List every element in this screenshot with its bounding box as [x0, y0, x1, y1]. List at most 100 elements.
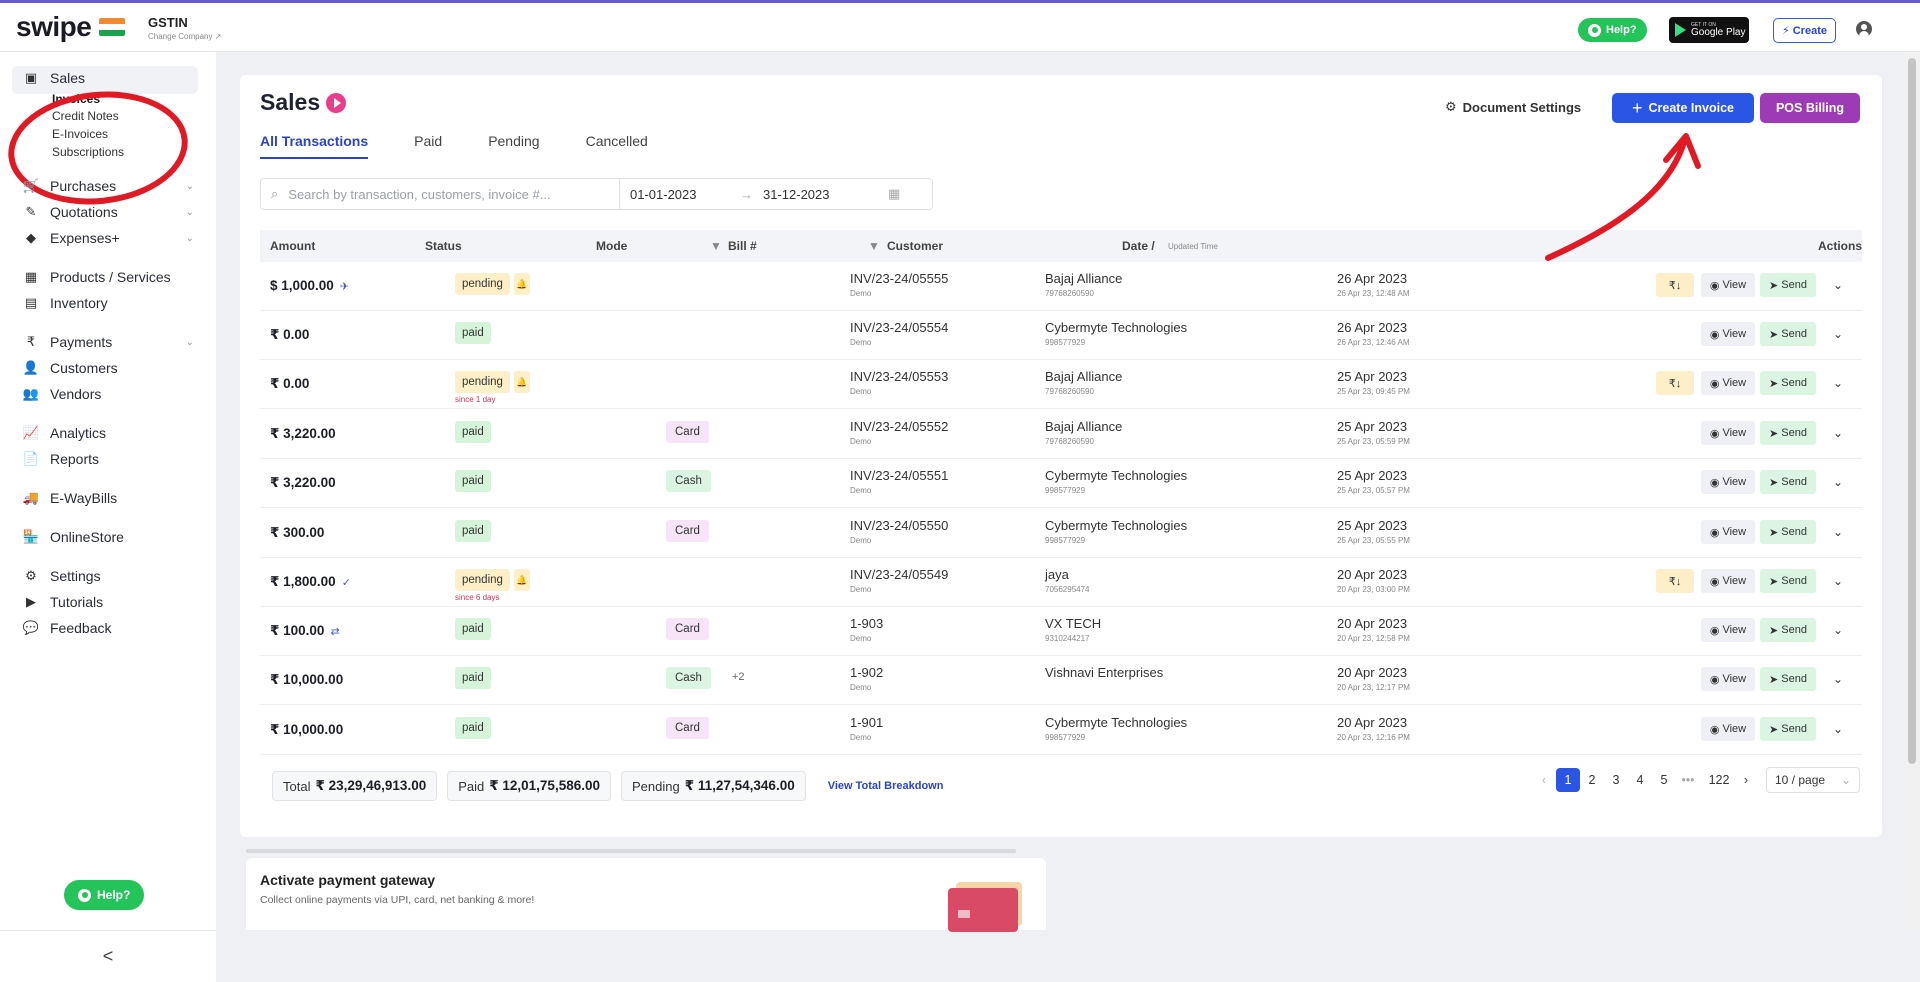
mode-filter-icon[interactable]: ▼: [710, 239, 722, 253]
date-to[interactable]: 31-12-2023: [763, 186, 830, 202]
sidebar-item-quotations[interactable]: ✎ Quotations ⌄: [24, 204, 194, 220]
page-size-select[interactable]: 10 / page ⌄: [1766, 767, 1860, 793]
send-button[interactable]: ➤ Send: [1760, 717, 1816, 741]
row-more-chevron-icon[interactable]: ⌄: [1832, 278, 1844, 292]
page-3[interactable]: 3: [1612, 773, 1620, 787]
send-button[interactable]: ➤ Send: [1760, 618, 1816, 642]
view-button[interactable]: ◉ View: [1701, 717, 1755, 741]
create-invoice-button[interactable]: + Create Invoice: [1612, 93, 1754, 123]
search-input[interactable]: [288, 186, 589, 202]
sidebar-item-analytics[interactable]: 📈 Analytics: [23, 425, 194, 441]
row-more-chevron-icon[interactable]: ⌄: [1832, 623, 1844, 637]
sidebar-item-sales[interactable]: ▣ Sales: [24, 70, 194, 86]
send-button[interactable]: ➤ Send: [1760, 273, 1816, 297]
bill-number[interactable]: 1-903 Demo: [850, 616, 883, 643]
sidebar-item-onlinestore[interactable]: 🏪 OnlineStore: [23, 529, 194, 545]
customer[interactable]: Cybermyte Technologies 998577929: [1045, 468, 1187, 495]
tab-pending[interactable]: Pending: [488, 133, 540, 149]
sidebar-item-payments[interactable]: ₹ Payments ⌄: [24, 334, 194, 350]
page-1[interactable]: 1: [1556, 768, 1580, 792]
tab-cancelled[interactable]: Cancelled: [585, 133, 648, 149]
help-button[interactable]: Help?: [1578, 18, 1647, 42]
view-total-breakdown-link[interactable]: View Total Breakdown: [827, 780, 944, 792]
bill-number[interactable]: INV/23-24/05553 Demo: [850, 369, 948, 396]
sidebar-item-settings[interactable]: ⚙ Settings: [24, 568, 194, 584]
row-more-chevron-icon[interactable]: ⌄: [1832, 722, 1844, 736]
create-button[interactable]: ⚡ Create: [1773, 18, 1836, 43]
customer[interactable]: Vishnavi Enterprises: [1045, 665, 1163, 683]
send-button[interactable]: ➤ Send: [1760, 322, 1816, 346]
col-amount[interactable]: Amount: [270, 239, 316, 253]
sidebar-item-feedback[interactable]: 💬 Feedback: [23, 620, 194, 636]
send-button[interactable]: ➤ Send: [1760, 421, 1816, 445]
bill-number[interactable]: 1-902 Demo: [850, 665, 883, 692]
page-2[interactable]: 2: [1588, 773, 1596, 787]
row-more-chevron-icon[interactable]: ⌄: [1832, 327, 1844, 341]
col-status[interactable]: Status: [425, 239, 462, 253]
col-bill[interactable]: Bill #: [728, 239, 757, 253]
col-date[interactable]: Date /: [1122, 239, 1155, 253]
collapse-sidebar-button[interactable]: <: [0, 930, 216, 982]
bill-number[interactable]: INV/23-24/05550 Demo: [850, 518, 948, 545]
page-5[interactable]: 5: [1660, 773, 1668, 787]
view-button[interactable]: ◉ View: [1701, 618, 1755, 642]
row-more-chevron-icon[interactable]: ⌄: [1832, 426, 1844, 440]
play-video-icon[interactable]: [326, 92, 347, 113]
row-more-chevron-icon[interactable]: ⌄: [1832, 376, 1844, 390]
reminder-bell-icon[interactable]: 🔔: [514, 569, 530, 591]
sidebar-item-reports[interactable]: 📄 Reports: [23, 451, 194, 467]
document-settings-button[interactable]: ⚙ Document Settings: [1445, 99, 1581, 115]
bill-number[interactable]: 1-901 Demo: [850, 715, 883, 742]
row-more-chevron-icon[interactable]: ⌄: [1832, 672, 1844, 686]
reminder-bell-icon[interactable]: 🔔: [514, 273, 530, 295]
customer[interactable]: VX TECH 9310244217: [1045, 616, 1101, 643]
bill-filter-icon[interactable]: ▼: [868, 239, 880, 253]
table-row[interactable]: ₹ 0.00 pending 🔔 since 1 day INV/23-24/05553…: [260, 360, 1862, 409]
tab-all-transactions[interactable]: All Transactions: [260, 133, 369, 159]
page-4[interactable]: 4: [1636, 773, 1644, 787]
prev-page-button[interactable]: ‹: [1541, 773, 1547, 787]
reminder-bell-icon[interactable]: 🔔: [514, 371, 530, 393]
sidebar-item-products[interactable]: ▦ Products / Services: [24, 269, 194, 285]
swipe-logo[interactable]: swipe: [16, 11, 126, 43]
send-button[interactable]: ➤ Send: [1760, 569, 1816, 593]
bill-number[interactable]: INV/23-24/05549 Demo: [850, 567, 948, 594]
send-button[interactable]: ➤ Send: [1760, 371, 1816, 395]
sidebar-sub-subscriptions[interactable]: Subscriptions: [52, 145, 125, 159]
sidebar-item-vendors[interactable]: 👥 Vendors: [23, 386, 194, 402]
customer[interactable]: Cybermyte Technologies 998577929: [1045, 320, 1187, 347]
page-ellipsis[interactable]: •••: [1681, 773, 1695, 787]
bill-number[interactable]: INV/23-24/05552 Demo: [850, 419, 948, 446]
view-button[interactable]: ◉ View: [1701, 569, 1755, 593]
table-row[interactable]: ₹ 3,220.00 paid Cash INV/23-24/05551 Demo Cyb…: [260, 459, 1862, 508]
table-row[interactable]: ₹ 10,000.00 paid Cash +2 1-902 Demo Vishnavi E…: [260, 656, 1862, 705]
scrollbar-thumb[interactable]: [1908, 58, 1916, 764]
page-scrollbar[interactable]: [1904, 52, 1920, 930]
send-button[interactable]: ➤ Send: [1760, 520, 1816, 544]
sidebar-help-button[interactable]: Help?: [64, 880, 145, 910]
table-row[interactable]: $ 1,000.00 ✈ pending 🔔 INV/23-24/05555 Demo Ba…: [260, 262, 1862, 311]
view-button[interactable]: ◉ View: [1701, 667, 1755, 691]
view-button[interactable]: ◉ View: [1701, 470, 1755, 494]
sidebar-item-customers[interactable]: 👤 Customers: [23, 360, 194, 376]
record-payment-button[interactable]: ₹↓: [1656, 273, 1694, 297]
user-avatar-icon[interactable]: [1856, 21, 1872, 37]
row-more-chevron-icon[interactable]: ⌄: [1832, 475, 1844, 489]
bill-number[interactable]: INV/23-24/05555 Demo: [850, 271, 948, 298]
company-switcher[interactable]: GSTIN Change Company ↗: [148, 15, 221, 41]
view-button[interactable]: ◉ View: [1701, 322, 1755, 346]
table-row[interactable]: ₹ 3,220.00 paid Card INV/23-24/05552 Demo Baj…: [260, 410, 1862, 459]
page-122[interactable]: 122: [1708, 773, 1730, 787]
sidebar-item-inventory[interactable]: ▤ Inventory: [24, 295, 194, 311]
view-button[interactable]: ◉ View: [1701, 520, 1755, 544]
customer[interactable]: jaya 7056295474: [1045, 567, 1090, 594]
table-row[interactable]: ₹ 10,000.00 paid Card 1-901 Demo Cybermyte Te…: [260, 706, 1862, 755]
pos-billing-button[interactable]: POS Billing: [1760, 93, 1860, 123]
table-row[interactable]: ₹ 0.00 paid INV/23-24/05554 Demo Cybermyte T…: [260, 311, 1862, 360]
sidebar-sub-credit-notes[interactable]: Credit Notes: [52, 109, 119, 123]
date-range-picker[interactable]: 01-01-2023 → 31-12-2023 ▦: [620, 178, 933, 210]
col-mode[interactable]: Mode: [596, 239, 628, 253]
date-from[interactable]: 01-01-2023: [630, 186, 697, 202]
view-button[interactable]: ◉ View: [1701, 371, 1755, 395]
tab-paid[interactable]: Paid: [414, 133, 443, 149]
